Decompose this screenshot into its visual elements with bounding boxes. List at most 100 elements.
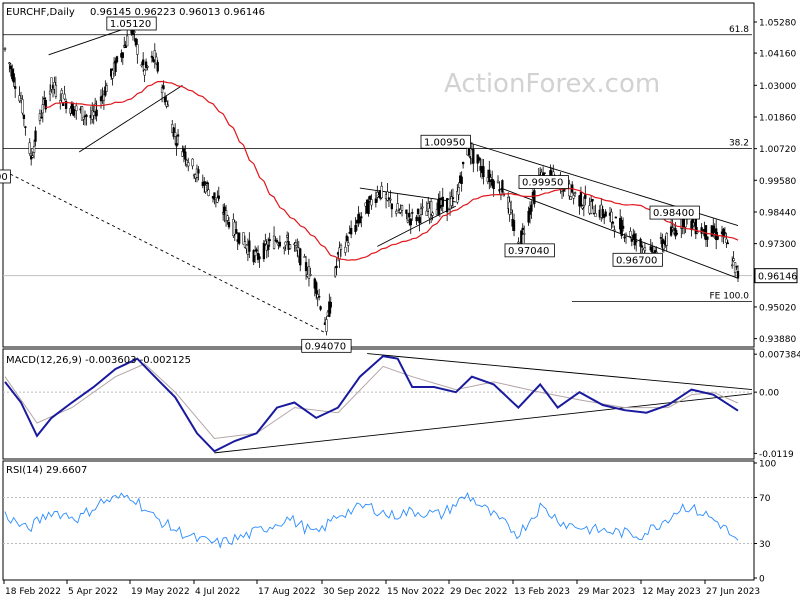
candle-body (344, 246, 347, 253)
candle-body (288, 244, 292, 249)
candle-body (283, 246, 286, 249)
price-annotation-box (420, 134, 471, 149)
candle-body (329, 302, 332, 308)
candle-body (477, 157, 481, 161)
candle-body (399, 209, 402, 213)
candle-body (82, 116, 85, 120)
candle-body (572, 195, 575, 199)
candle-body (238, 232, 241, 244)
candle-body (732, 258, 735, 262)
candle-body (387, 197, 391, 200)
candle-body (207, 189, 210, 196)
price-annotation-box (301, 338, 352, 353)
candle-body (700, 227, 703, 234)
candle-body (294, 242, 298, 246)
candle-body (725, 238, 728, 244)
price-annotation-box (518, 175, 569, 189)
candle-body (520, 230, 523, 244)
candle-body (248, 240, 251, 252)
candle-body (665, 233, 668, 246)
candle-body (368, 195, 372, 200)
price-annotation-box (106, 16, 157, 31)
candle-body (584, 194, 587, 199)
candle-body (521, 227, 524, 231)
candle-body (262, 242, 266, 260)
candle-body (185, 160, 188, 165)
candle-body (315, 282, 318, 294)
macd-title: MACD(12,26,9) -0.003603 -0.002125 (6, 355, 191, 366)
candle-body (303, 256, 306, 258)
candle-body (60, 90, 63, 95)
price-tick-label: 1.05280 (759, 18, 796, 28)
candle-body (12, 73, 15, 83)
candle-body (133, 31, 136, 33)
candle-body (216, 197, 219, 203)
candle-body (143, 69, 146, 76)
candle-body (255, 249, 258, 252)
price-annotation-box (504, 243, 555, 258)
symbol-label: EURCHF,Daily (6, 7, 75, 18)
candle-body (621, 225, 625, 229)
candle-body (400, 205, 404, 211)
candle-body (543, 172, 546, 174)
candle-body (163, 96, 167, 103)
candle-body (573, 192, 577, 194)
candle-body (419, 208, 423, 215)
candle-body (472, 148, 475, 164)
candle-body (512, 220, 516, 231)
rsi-tick-label: 30 (759, 540, 771, 550)
candle-body (335, 265, 338, 268)
x-tick-label: 19 May 2022 (131, 587, 190, 597)
price-tick-label: 0.93880 (759, 335, 796, 345)
candle-body (197, 169, 200, 174)
candle-body (226, 215, 229, 221)
candle-body (24, 126, 27, 128)
candle-body (441, 196, 444, 207)
fib-level-label: FE 100.0 (710, 291, 750, 301)
candle-body (111, 70, 114, 79)
candle-body (569, 196, 572, 200)
candle-body (374, 198, 378, 203)
candle-body (735, 265, 738, 268)
candle-body (242, 232, 245, 245)
fib-level-label: 61.8 (729, 25, 749, 35)
candle-body (316, 294, 319, 298)
candle-body (184, 151, 187, 160)
candle-body (146, 66, 149, 68)
candle-body (115, 56, 119, 63)
candle-body (156, 61, 159, 72)
candle-body (409, 218, 412, 226)
candle-body (203, 181, 206, 185)
candle-body (639, 238, 642, 247)
candle-body (40, 116, 43, 119)
candle-body (601, 209, 604, 217)
candle-body (206, 182, 209, 185)
candle-body (389, 198, 392, 201)
macd-tick-label: 0.007384 (759, 351, 800, 361)
candle-body (396, 203, 399, 211)
rsi-title: RSI(14) 29.6607 (6, 465, 87, 476)
candle-body (8, 62, 11, 65)
candle-body (482, 166, 485, 178)
candle-body (176, 134, 180, 137)
candle-body (9, 65, 12, 70)
candle-body (610, 211, 613, 223)
rsi-panel: 100 70 30 0 (3, 460, 776, 585)
candle-body (390, 203, 394, 210)
candle-body (267, 245, 270, 251)
candle-body (411, 212, 414, 214)
x-tick-label: 29 Mar 2023 (578, 587, 635, 597)
candle-body (21, 99, 24, 114)
last-price-box (754, 268, 798, 284)
candle-body (162, 85, 165, 90)
candle-body (358, 216, 362, 223)
price-annotation-label: 1.00950 (424, 137, 465, 148)
candle-body (496, 180, 500, 184)
candle-body (488, 169, 491, 183)
candle-body (421, 206, 424, 209)
candle-body (386, 191, 389, 201)
x-tick-label: 27 Jun 2023 (706, 587, 760, 597)
candle-body (643, 247, 647, 251)
candle-body (517, 241, 520, 244)
candle-body (731, 264, 734, 267)
